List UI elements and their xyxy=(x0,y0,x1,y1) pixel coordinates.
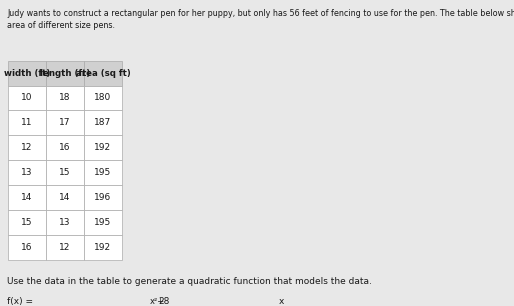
Text: 10: 10 xyxy=(21,93,33,103)
Text: f(x) =: f(x) = xyxy=(7,297,33,306)
Bar xyxy=(8,135,46,160)
Text: 16: 16 xyxy=(59,143,71,152)
Text: 187: 187 xyxy=(95,118,112,127)
Text: 13: 13 xyxy=(59,218,71,227)
Text: 196: 196 xyxy=(95,193,112,202)
Bar xyxy=(84,160,122,185)
Bar xyxy=(8,160,46,185)
Text: 192: 192 xyxy=(95,143,112,152)
Text: 14: 14 xyxy=(22,193,33,202)
Bar xyxy=(8,210,46,235)
Text: length (ft): length (ft) xyxy=(40,69,90,78)
Bar xyxy=(8,61,46,85)
Text: 13: 13 xyxy=(21,168,33,177)
Text: 15: 15 xyxy=(21,218,33,227)
Text: width (ft): width (ft) xyxy=(4,69,50,78)
Bar xyxy=(84,61,122,85)
Text: x: x xyxy=(279,297,284,306)
Bar xyxy=(27,294,149,306)
Text: x²+: x²+ xyxy=(150,297,165,306)
Bar xyxy=(8,110,46,135)
Bar xyxy=(84,185,122,210)
Bar xyxy=(46,210,84,235)
Bar xyxy=(46,85,84,110)
Bar xyxy=(84,110,122,135)
Bar xyxy=(84,210,122,235)
Text: 180: 180 xyxy=(95,93,112,103)
Text: 12: 12 xyxy=(59,243,71,252)
Text: 11: 11 xyxy=(21,118,33,127)
Text: area (sq ft): area (sq ft) xyxy=(76,69,131,78)
Text: area of different size pens.: area of different size pens. xyxy=(7,21,115,29)
Text: Use the data in the table to generate a quadratic function that models the data.: Use the data in the table to generate a … xyxy=(7,277,372,286)
Bar xyxy=(84,85,122,110)
Bar xyxy=(167,294,277,306)
Bar xyxy=(84,135,122,160)
Text: 14: 14 xyxy=(59,193,71,202)
Bar xyxy=(46,235,84,259)
Bar xyxy=(46,61,84,85)
Text: 12: 12 xyxy=(22,143,33,152)
Bar xyxy=(8,85,46,110)
Text: 195: 195 xyxy=(95,168,112,177)
Text: 195: 195 xyxy=(95,218,112,227)
Bar xyxy=(8,235,46,259)
Bar xyxy=(46,185,84,210)
Bar xyxy=(84,235,122,259)
Bar xyxy=(8,185,46,210)
Text: Judy wants to construct a rectangular pen for her puppy, but only has 56 feet of: Judy wants to construct a rectangular pe… xyxy=(7,9,514,18)
Text: 17: 17 xyxy=(59,118,71,127)
Text: 15: 15 xyxy=(59,168,71,177)
Bar xyxy=(46,110,84,135)
Text: 16: 16 xyxy=(21,243,33,252)
Bar xyxy=(46,160,84,185)
Text: 28: 28 xyxy=(159,297,170,306)
Text: 18: 18 xyxy=(59,93,71,103)
Text: 192: 192 xyxy=(95,243,112,252)
Bar xyxy=(46,135,84,160)
